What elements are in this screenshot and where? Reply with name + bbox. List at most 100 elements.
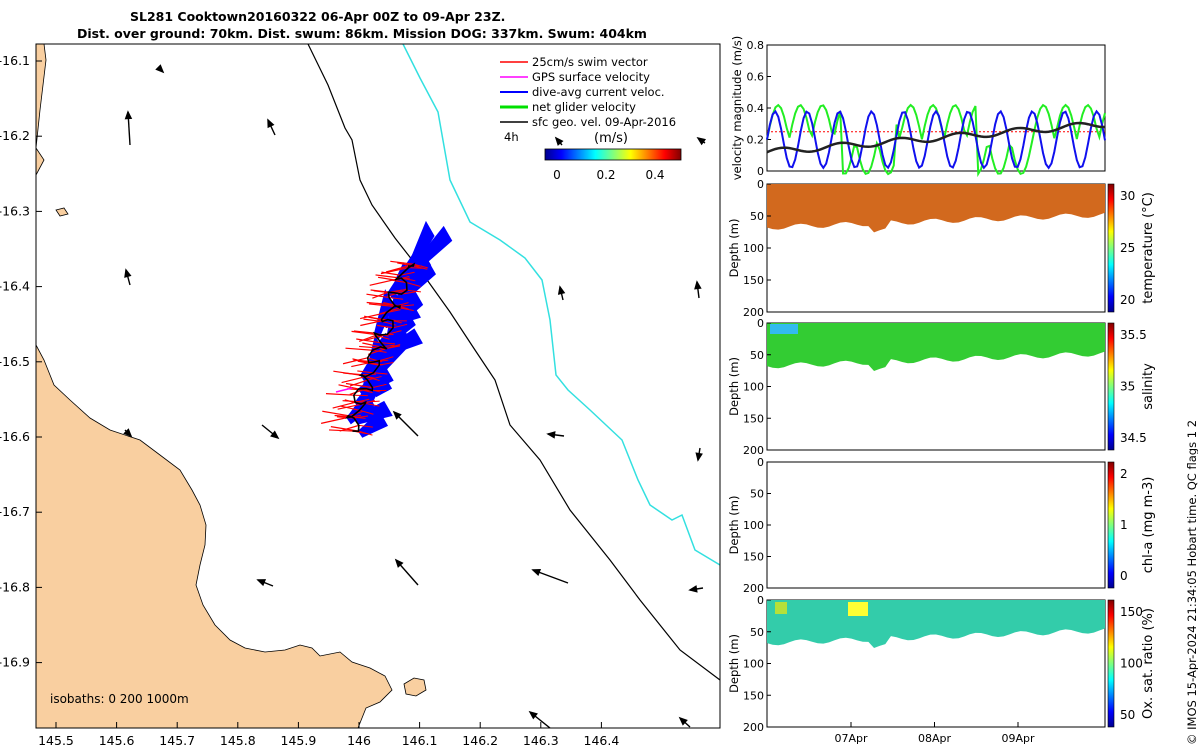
oxygen-colorbar-label: Ox. sat. ratio (%) [1141, 608, 1156, 719]
lon-tick-label: 145.7 [159, 733, 195, 748]
chla-colorbar-tick: 1 [1120, 518, 1128, 532]
y-tick-label: 100 [743, 658, 764, 671]
swim-vector [413, 265, 428, 270]
swim-vector [357, 370, 374, 374]
swim-vector [381, 271, 401, 276]
salinity-ylabel: Depth (m) [727, 357, 741, 416]
swim-vector [372, 383, 387, 389]
y-tick-label: 200 [743, 444, 764, 457]
swim-vector [329, 429, 353, 432]
y-tick-label: 0.2 [747, 134, 765, 147]
swim-vector [366, 293, 390, 299]
geo-velocity-arrowhead [256, 579, 267, 587]
chla-colorbar-tick: 0 [1120, 569, 1128, 583]
latitude-axis: -16.1 -16.2 -16.3 -16.4 -16.5 -16.6 -16.7 -16.8… [0, 53, 42, 670]
lat-tick-label: -16.6 [0, 429, 30, 444]
speed-colorbar [544, 148, 682, 161]
dive-avg-current-vector [357, 410, 389, 438]
y-tick-label: 0 [757, 456, 764, 469]
swim-vector [386, 344, 401, 349]
swim-vector [385, 265, 409, 273]
swim-vector [343, 372, 363, 376]
geo-velocity-arrowhead [124, 268, 132, 278]
oxygen-colorbar-tick: 50 [1120, 708, 1135, 722]
y-tick-label: 0 [757, 178, 764, 191]
geo-velocity-arrowhead [546, 431, 556, 439]
swim-vector [336, 416, 355, 419]
swim-vector [406, 289, 421, 293]
geo-velocity-arrowhead [267, 118, 275, 129]
temperature-colorbar-label: temperature (°C) [1141, 192, 1156, 304]
salinity-colorbar-tick: 35.5 [1120, 328, 1147, 342]
colorbar-unit: (m/s) [594, 131, 628, 146]
salinity-colorbar-tick: 34.5 [1120, 431, 1147, 445]
legend-item-swim-vector: 25cm/s swim vector [500, 55, 648, 69]
legend-item-sfc-geo-velocity: sfc geo. vel. 09-Apr-2016 [500, 115, 676, 129]
geo-velocity-arrowhead [394, 558, 404, 568]
swim-vector [320, 417, 348, 424]
y-tick-label: 200 [743, 721, 764, 734]
map-panel: 145.5 145.6 145.7 145.8 145.9 146 146.1 146.2 14… [0, 43, 721, 748]
lat-tick-label: -16.4 [0, 279, 30, 294]
land-coastline [36, 44, 393, 728]
lon-tick-label: 146.1 [402, 733, 438, 748]
y-tick-label: 150 [743, 274, 764, 287]
swim-vector [358, 424, 373, 428]
swim-vector [373, 372, 388, 375]
temperature-colorbar-tick: 25 [1120, 241, 1135, 255]
swim-vector [362, 342, 381, 348]
plot-title-line1: SL281 Cooktown20160322 06-Apr 00Z to 09-… [130, 9, 506, 24]
geo-velocity-arrowhead [531, 568, 542, 577]
swim-vector [338, 384, 359, 390]
chla-colorbar-tick: 2 [1120, 467, 1128, 481]
swim-vector [389, 297, 404, 300]
geo-velocity-arrowhead [392, 410, 402, 420]
legend-label-swim-vector: 25cm/s swim vector [532, 55, 648, 69]
y-tick-label: 150 [743, 689, 764, 702]
geo-velocity-arrowhead [270, 430, 280, 440]
chla-panel: 0 50 100 150 200 Depth (m) 2 1 0 chl-a (mg m-3) [727, 456, 1156, 595]
glider-track [345, 262, 416, 432]
swim-vector [332, 401, 356, 409]
swim-vector [376, 324, 394, 329]
swim-vector [359, 345, 387, 350]
swim-vector [341, 376, 366, 384]
legend-label-gps-velocity: GPS surface velocity [532, 70, 650, 84]
chla-ylabel: Depth (m) [727, 496, 741, 555]
velocity-ylabel: velocity magnitude (m/s) [730, 36, 744, 181]
geo-velocity-arrowhead [694, 280, 702, 290]
geo-velocity-arrowhead [123, 428, 133, 438]
interval-label: 4h [504, 130, 519, 144]
lat-tick-label: -16.8 [0, 579, 30, 594]
salinity-colorbar-label: salinity [1141, 363, 1156, 410]
credit-strip: © IMOS 15-Apr-2024 21:34:05 Hobart time.… [1185, 420, 1198, 745]
lat-tick-label: -16.2 [0, 128, 30, 143]
swim-vector [345, 347, 373, 351]
island-1 [403, 677, 427, 697]
swim-vector [386, 309, 401, 314]
swim-vector [401, 277, 416, 282]
swim-vector [380, 342, 396, 345]
swim-vector [399, 307, 414, 311]
temperature-panel: 0 50 100 150 200 Depth (m) 30 25 20 temperature (… [727, 178, 1156, 319]
swim-vector [401, 291, 416, 295]
y-tick-label: 50 [750, 626, 764, 639]
swim-vector [366, 301, 395, 306]
swim-vector [368, 303, 395, 308]
legend-item-net-glider-velocity: net glider velocity [500, 100, 636, 114]
swim-vector [353, 359, 375, 363]
salinity-fresh-patch [770, 324, 798, 334]
geo-velocity-arrowhead [688, 585, 698, 593]
lon-tick-label: 146.3 [523, 733, 559, 748]
y-tick-label: 100 [743, 381, 764, 394]
swim-vector [382, 321, 397, 326]
swim-vector [408, 267, 423, 269]
swim-vector [379, 362, 394, 366]
lat-tick-label: -16.9 [0, 655, 30, 670]
swim-vector [360, 312, 387, 320]
geo-velocity-arrowhead [554, 136, 564, 146]
